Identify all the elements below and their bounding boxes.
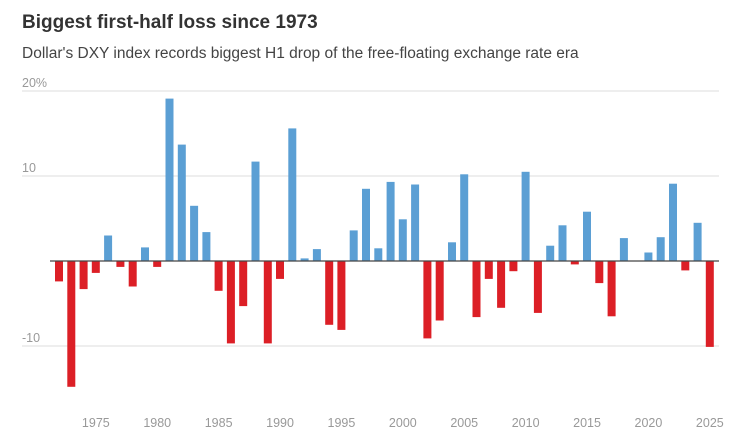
x-tick-label: 1975 — [82, 416, 110, 430]
bar-1987 — [239, 261, 248, 307]
bar-2015 — [583, 211, 591, 261]
y-tick-label: -10 — [22, 331, 40, 345]
x-axis-labels: 1975 1980 1985 1990 1995 2000 2005 2010 2015 2020… — [82, 416, 724, 430]
bar-2004 — [448, 242, 456, 261]
x-tick-label: 1995 — [328, 416, 356, 430]
bar-1973 — [67, 261, 76, 387]
x-tick-label: 1990 — [266, 416, 294, 430]
bar-1979 — [141, 247, 149, 261]
chart-title: Biggest first-half loss since 1973 — [22, 12, 318, 33]
bar-2022 — [669, 183, 677, 261]
y-tick-label: 10 — [22, 161, 36, 175]
bar-2024 — [693, 222, 702, 262]
bar-1999 — [386, 181, 395, 261]
bar-2025 — [705, 261, 714, 347]
bar-1976 — [104, 235, 113, 261]
bar-2020 — [644, 252, 653, 261]
bar-1990 — [276, 261, 284, 279]
bar-2000 — [398, 219, 407, 261]
y-tick-label: 20% — [22, 76, 47, 90]
bar-1989 — [263, 261, 272, 344]
bar-1998 — [374, 248, 383, 262]
bar-1974 — [79, 261, 88, 290]
bar-1981 — [165, 98, 174, 261]
bar-1992 — [300, 258, 309, 261]
bar-2011 — [533, 261, 542, 313]
bar-1984 — [202, 232, 211, 261]
bar-1982 — [177, 144, 186, 261]
bar-1977 — [116, 261, 125, 267]
bar-2016 — [595, 261, 604, 284]
bar-2002 — [423, 261, 432, 339]
bar-1996 — [349, 230, 358, 261]
bar-2023 — [681, 261, 690, 271]
y-axis-labels: 20% 10 -10 — [22, 76, 47, 345]
x-tick-label: 1980 — [143, 416, 171, 430]
bar-1978 — [128, 261, 137, 287]
x-tick-label: 2020 — [635, 416, 663, 430]
x-tick-label: 2000 — [389, 416, 417, 430]
bars — [50, 98, 719, 387]
bar-1994 — [325, 261, 334, 325]
chart-subtitle: Dollar's DXY index records biggest H1 dr… — [22, 45, 579, 62]
bar-1986 — [226, 261, 235, 344]
bar-1983 — [190, 205, 199, 262]
bar-2007 — [484, 261, 493, 279]
bar-2001 — [411, 184, 420, 261]
bar-2008 — [497, 261, 506, 308]
bar-1975 — [91, 261, 100, 273]
x-tick-label: 2025 — [696, 416, 724, 430]
bar-2012 — [546, 245, 555, 261]
bar-2014 — [570, 261, 579, 265]
bar-1993 — [312, 249, 321, 261]
x-tick-label: 2005 — [450, 416, 478, 430]
bar-1972 — [55, 261, 63, 282]
bar-1988 — [251, 161, 260, 261]
bar-1995 — [337, 261, 346, 330]
bar-1991 — [288, 128, 297, 261]
bar-2021 — [656, 237, 665, 261]
x-tick-label: 2010 — [512, 416, 540, 430]
gridlines — [22, 90, 719, 347]
bar-2010 — [521, 171, 530, 262]
bar-2013 — [558, 225, 567, 261]
bar-1980 — [153, 261, 162, 267]
x-tick-label: 1985 — [205, 416, 233, 430]
bar-2006 — [472, 261, 481, 318]
bar-2009 — [509, 261, 518, 272]
bar-2018 — [619, 238, 628, 261]
bar-1985 — [214, 261, 223, 291]
bar-2005 — [460, 174, 469, 261]
bar-2017 — [607, 261, 616, 317]
bar-2003 — [435, 261, 444, 321]
bar-1997 — [362, 188, 370, 262]
x-tick-label: 2015 — [573, 416, 601, 430]
